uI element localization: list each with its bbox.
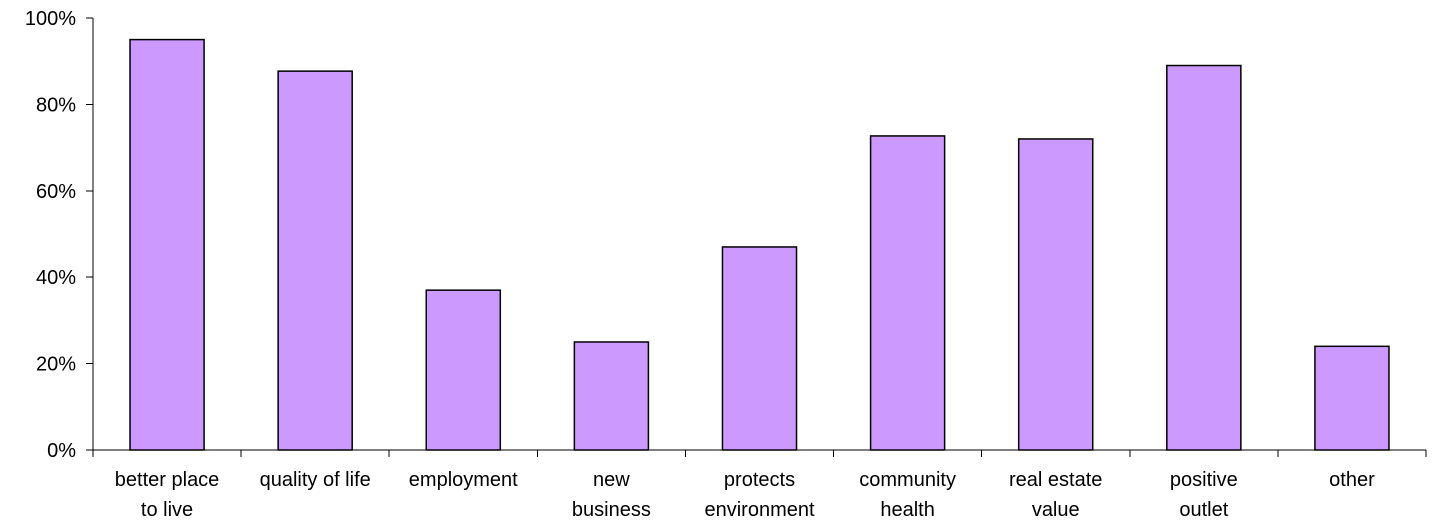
x-category-label-line: employment [409,469,518,491]
x-category-label: quality of life [260,469,371,491]
x-category-label: real estate value [1009,469,1102,521]
y-tick-label: 40% [36,267,76,289]
bar [1017,138,1094,451]
y-tick-label: 60% [36,181,76,203]
x-category-label: positive outlet [1170,469,1238,521]
x-category-label-line: environment [704,499,815,521]
x-category-label: other [1329,469,1375,491]
y-tick-label: 0% [47,440,76,462]
x-category-label-line: to live [141,499,193,521]
x-category-label: protects environment [704,469,815,521]
bar [129,38,205,451]
x-category-label-line: outlet [1179,499,1228,521]
x-category-label-line: real estate [1009,469,1102,491]
x-category-label: employment [409,469,518,491]
x-category-label-line: other [1329,469,1375,491]
x-category-label-line: better place [115,469,220,491]
bar [277,70,353,451]
x-category-label-line: value [1032,499,1080,521]
bar [1314,345,1390,451]
x-category-label-line: positive [1170,469,1238,491]
x-category-label-line: business [572,499,651,521]
x-axis: better place to live quality of life employ… [92,449,1427,521]
y-tick-label: 100% [25,8,76,30]
x-category-label-line: protects [724,469,795,491]
y-tick-label: 80% [36,94,76,116]
x-category-label: better place to live [115,469,220,521]
bar [425,289,502,451]
x-category-label: community health [859,469,956,521]
bar [1166,64,1242,451]
bar [869,135,946,451]
x-category-label-line: new [593,469,630,491]
bar [573,341,650,451]
y-axis: 0% 20% 40% 60% 80% 100% [25,8,94,462]
y-tick-label: 20% [36,354,76,376]
bar [721,246,798,451]
x-category-label-line: health [880,499,935,521]
x-category-label-line: quality of life [260,469,371,491]
x-category-label: new business [572,469,651,521]
plot-area [129,38,1390,451]
x-category-label-line: community [859,469,956,491]
